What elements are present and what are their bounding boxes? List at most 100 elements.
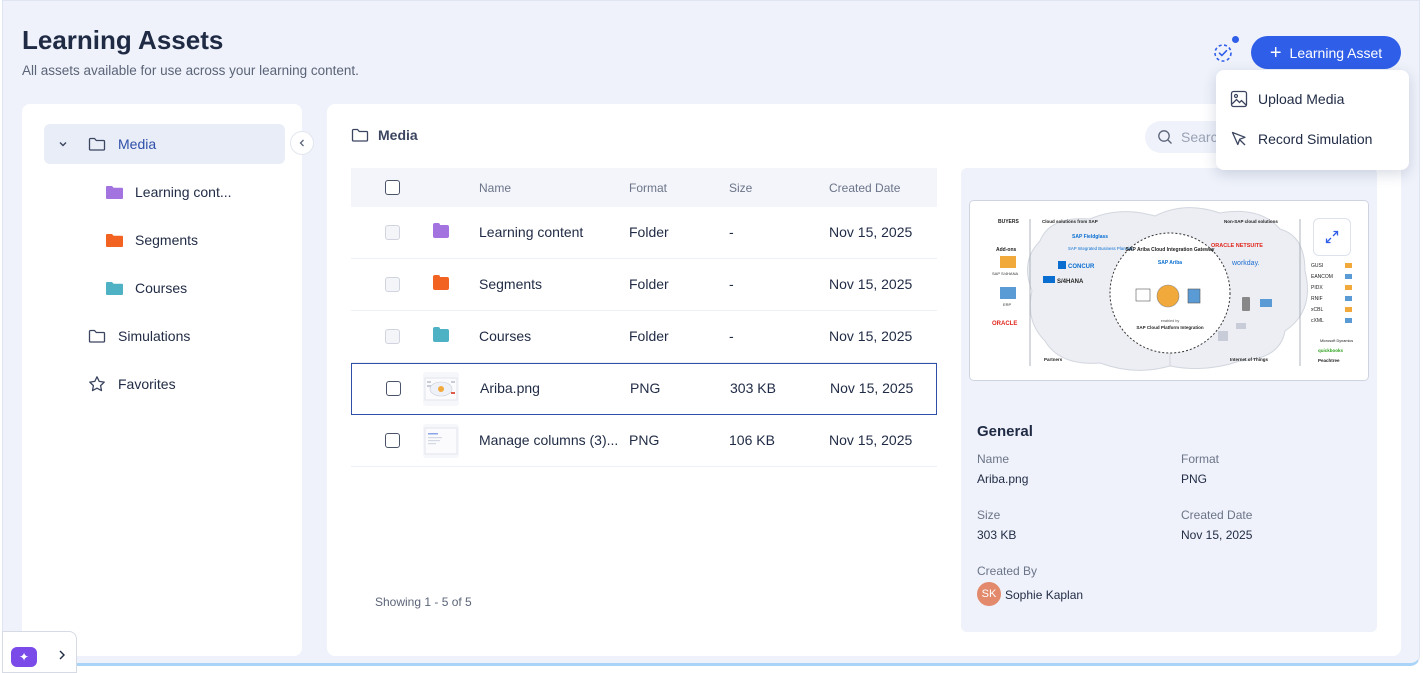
row-name: Manage columns (3)... — [479, 432, 619, 448]
chevron-right-icon[interactable] — [55, 647, 69, 663]
diagram-quickbooks: quickbooks — [1318, 348, 1344, 353]
sidebar-item-label: Segments — [135, 232, 199, 248]
row-size: 303 KB — [730, 380, 776, 396]
page-title: Learning Assets — [22, 25, 224, 55]
size-value: 303 KB — [977, 528, 1017, 542]
row-checkbox[interactable] — [385, 329, 400, 344]
diagram-peachtree: Peachtree — [1318, 358, 1340, 363]
diagram-s4hana: S/4HANA — [1057, 279, 1084, 285]
row-created: Nov 15, 2025 — [830, 380, 914, 396]
sync-status-icon[interactable] — [1211, 41, 1235, 65]
search-placeholder: Searc — [1181, 129, 1218, 145]
column-header-format[interactable]: Format — [629, 181, 668, 195]
column-header-name[interactable]: Name — [479, 181, 512, 195]
table-row[interactable]: Learning content Folder - Nov 15, 2025 — [351, 207, 937, 259]
folder-icon — [88, 328, 106, 344]
preview-panel: BUYERS Cloud solutions from SAP Non-SAP … — [961, 168, 1377, 632]
sidebar-item-segments[interactable]: Segments — [106, 220, 198, 260]
format-label: Format — [1181, 452, 1220, 466]
sidebar-item-favorites[interactable]: Favorites — [88, 364, 176, 404]
sidebar-item-courses[interactable]: Courses — [106, 268, 187, 308]
add-learning-asset-button[interactable]: + Learning Asset — [1251, 36, 1401, 69]
table-row[interactable]: Segments Folder - Nov 15, 2025 — [351, 259, 937, 311]
assistant-tab[interactable]: ✦ — [2, 631, 77, 673]
diagram-buyers: BUYERS — [998, 219, 1020, 225]
diagram-gateway: SAP Ariba Cloud Integration Gateway — [1126, 247, 1215, 253]
sidebar-item-label: Courses — [135, 280, 188, 296]
author-name: Sophie Kaplan — [1005, 588, 1084, 602]
page-subtitle: All assets available for use across your… — [22, 63, 359, 78]
cursor-icon — [1230, 130, 1248, 148]
row-format: Folder — [629, 224, 669, 240]
diagram-standard: xCBL — [1311, 307, 1323, 313]
row-created: Nov 15, 2025 — [829, 432, 913, 448]
row-created: Nov 15, 2025 — [829, 328, 913, 344]
table-header: Name Format Size Created Date — [351, 168, 937, 207]
row-checkbox[interactable] — [385, 277, 400, 292]
row-size: - — [729, 276, 734, 292]
diagram-ibp: SAP Integrated Business Planning — [1068, 246, 1134, 251]
row-format: Folder — [629, 328, 669, 344]
plus-icon: + — [1269, 41, 1282, 64]
collapse-sidebar-button[interactable] — [290, 131, 314, 155]
created-by-label: Created By — [977, 564, 1038, 578]
sidebar-item-label: Media — [118, 136, 157, 152]
sidebar-item-label: Simulations — [118, 328, 191, 344]
folder-icon — [88, 136, 106, 152]
table-row[interactable]: Courses Folder - Nov 15, 2025 — [351, 311, 937, 363]
column-header-size[interactable]: Size — [729, 181, 753, 195]
avatar: SK — [977, 582, 1001, 606]
add-asset-dropdown: Upload Media Record Simulation — [1216, 70, 1409, 170]
sidebar-item-media[interactable]: Media — [44, 124, 285, 164]
breadcrumb-current[interactable]: Media — [378, 127, 418, 143]
upload-media-menu-item[interactable]: Upload Media — [1230, 87, 1344, 111]
row-format: PNG — [629, 432, 660, 448]
size-label: Size — [977, 508, 1001, 522]
image-thumbnail — [423, 424, 459, 458]
row-created: Nov 15, 2025 — [829, 276, 913, 292]
sidebar-item-label: Favorites — [118, 376, 176, 392]
table-row-selected[interactable]: Ariba.png PNG 303 KB Nov 15, 2025 — [351, 363, 937, 415]
sidebar-item-simulations[interactable]: Simulations — [88, 316, 190, 356]
main-panel: Media Searc Name Format Size Created Dat… — [327, 104, 1401, 656]
diagram-standard: RNIF — [1311, 296, 1323, 302]
search-icon — [1157, 129, 1173, 145]
folder-icon — [433, 275, 449, 290]
name-value: Ariba.png — [977, 472, 1029, 486]
select-all-checkbox[interactable] — [385, 180, 400, 195]
row-checkbox[interactable] — [385, 433, 400, 448]
image-thumbnail — [423, 372, 459, 406]
sidebar-item-learning-content[interactable]: Learning cont... — [106, 172, 232, 212]
diagram-enabled-by: enabled by — [1161, 319, 1180, 323]
record-simulation-menu-item[interactable]: Record Simulation — [1230, 127, 1372, 151]
row-size: 106 KB — [729, 432, 775, 448]
diagram-standard: EANCOM — [1311, 274, 1333, 280]
diagram-non-sap: Non-SAP cloud solutions — [1224, 219, 1278, 224]
expand-preview-button[interactable] — [1313, 218, 1351, 256]
row-size: - — [729, 328, 734, 344]
diagram-standard: PIDX — [1311, 285, 1323, 291]
diagram-cloud-sap: Cloud solutions from SAP — [1042, 219, 1098, 224]
row-size: - — [729, 224, 734, 240]
notification-dot — [1232, 36, 1239, 43]
chevron-down-icon[interactable] — [58, 139, 80, 149]
diagram-cpi: SAP Cloud Platform Integration — [1136, 325, 1203, 330]
breadcrumb: Media — [351, 127, 418, 143]
table-row[interactable]: Manage columns (3)... PNG 106 KB Nov 15,… — [351, 415, 937, 467]
chevron-left-icon — [299, 139, 304, 147]
image-preview[interactable]: BUYERS Cloud solutions from SAP Non-SAP … — [969, 200, 1369, 381]
diagram-fieldglass: SAP Fieldglass — [1072, 234, 1108, 240]
diagram-concur: CONCUR — [1068, 264, 1095, 270]
add-learning-asset-label: Learning Asset — [1289, 44, 1383, 61]
name-label: Name — [977, 452, 1010, 466]
column-header-created-date[interactable]: Created Date — [829, 181, 901, 195]
ai-assistant-icon[interactable]: ✦ — [11, 647, 37, 667]
diagram-partners: Partners — [1044, 357, 1063, 362]
folder-icon — [106, 185, 123, 199]
pagination-summary: Showing 1 - 5 of 5 — [375, 595, 472, 609]
details-section-title: General — [977, 423, 1033, 440]
row-checkbox[interactable] — [386, 381, 401, 396]
diagram-ariba: SAP Ariba — [1158, 260, 1182, 266]
row-checkbox[interactable] — [385, 225, 400, 240]
